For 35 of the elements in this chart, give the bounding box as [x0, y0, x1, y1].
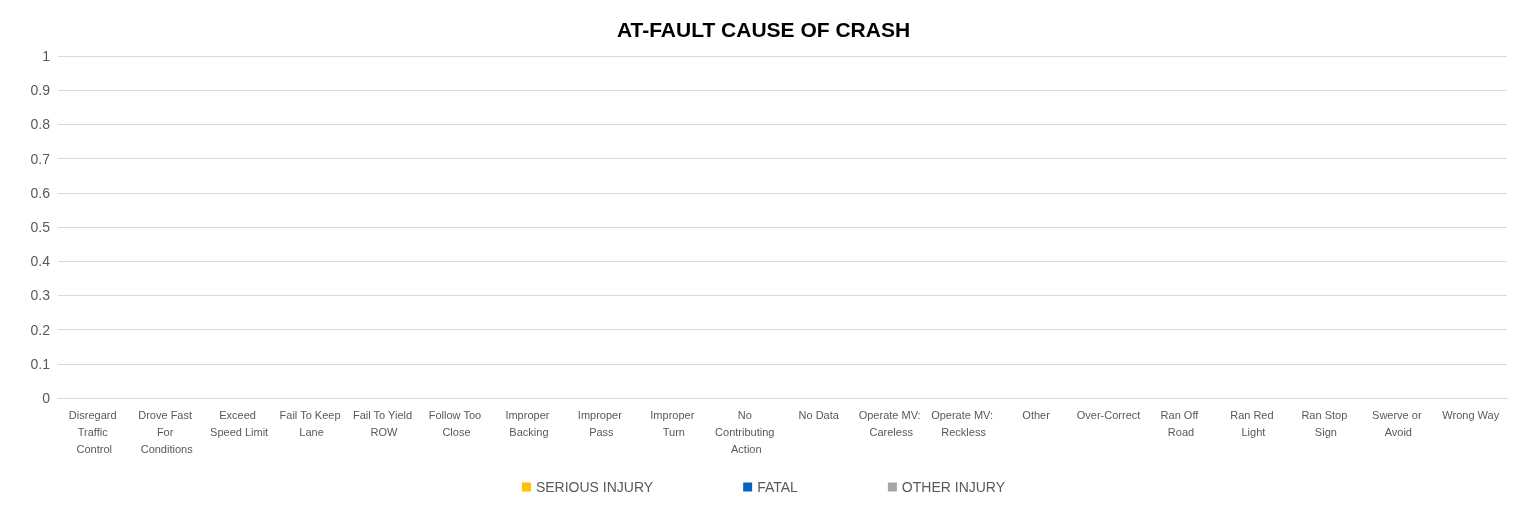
x-tick-label: Operate MV: Reckless — [931, 408, 997, 438]
y-tick-label: 0.5 — [30, 219, 51, 235]
x-tick-label: Improper Backing — [505, 408, 553, 438]
legend-label: FATAL — [757, 479, 799, 495]
y-tick-label: 0.8 — [30, 116, 51, 133]
y-tick-label: 0.3 — [30, 287, 51, 304]
x-tick-label: Fail To Yield ROW — [352, 408, 416, 438]
y-tick-label: 0.9 — [30, 82, 51, 99]
y-tick-label: 0.6 — [30, 184, 51, 201]
x-tick-label: Ran Stop Sign — [1301, 408, 1351, 438]
x-tick-label: No Contributing Action — [715, 408, 778, 455]
x-tick-label: Other — [1022, 408, 1051, 421]
chart-title: AT-FAULT CAUSE OF CRASH — [616, 18, 911, 41]
x-tick-label: Wrong Way — [1442, 408, 1500, 421]
x-tick-label: Fail To Keep Lane — [279, 408, 344, 438]
x-tick-label: Improper Turn — [650, 408, 698, 438]
legend-label: SERIOUS INJURY — [535, 479, 654, 495]
x-tick-label: Improper Pass — [577, 408, 625, 438]
x-tick-label: Over-Correct — [1076, 408, 1141, 421]
x-tick-label: No Data — [798, 408, 840, 421]
x-tick-label: Swerve or Avoid — [1372, 408, 1425, 438]
x-tick-label: Exceed Speed Limit — [210, 408, 269, 438]
x-tick-label: Follow Too Close — [428, 408, 485, 438]
legend-label: OTHER INJURY — [901, 479, 1006, 495]
y-tick-label: 0.7 — [30, 150, 51, 167]
y-tick-label: 0.1 — [30, 355, 51, 372]
y-tick-label: 0.2 — [30, 321, 51, 338]
x-tick-label: Ran Red Light — [1230, 408, 1277, 438]
x-tick-label: Drove Fast For Conditions — [138, 408, 196, 455]
x-tick-label: Operate MV: Careless — [858, 408, 924, 438]
x-tick-label: Ran Off Road — [1160, 408, 1202, 438]
y-tick-label: 0.4 — [30, 253, 51, 270]
y-tick-label: 0 — [42, 390, 51, 406]
x-tick-label: Disregard Traffic Control — [68, 408, 120, 455]
y-tick-label: 1 — [42, 48, 51, 64]
